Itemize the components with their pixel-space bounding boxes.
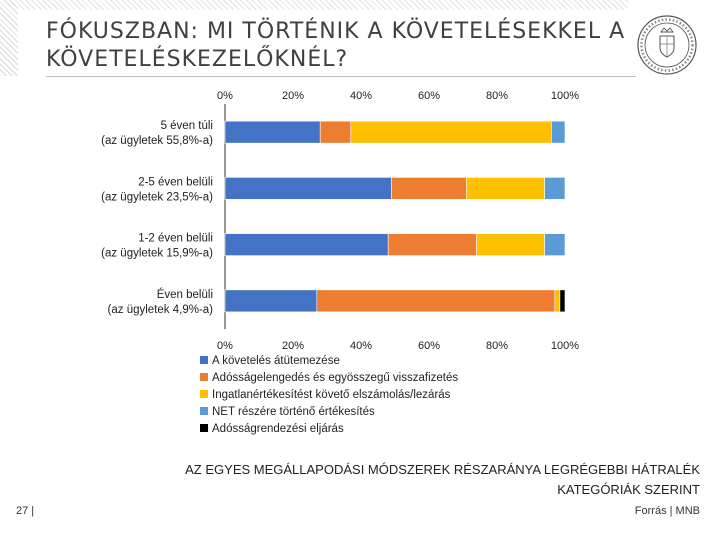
chart-caption: AZ EGYES MEGÁLLAPODÁSI MÓDSZEREK RÉSZARÁ… — [100, 460, 700, 500]
x-tick-label-top: 80% — [486, 90, 508, 102]
x-tick-label-bottom: 80% — [486, 340, 508, 352]
x-tick-label-bottom: 60% — [418, 340, 440, 352]
legend-swatch — [200, 407, 208, 415]
caption-line-1: AZ EGYES MEGÁLLAPODÁSI MÓDSZEREK RÉSZARÁ… — [185, 462, 700, 477]
bar-segment — [544, 233, 566, 256]
bar-segment — [224, 177, 392, 200]
category-label: 1-2 éven belüli — [138, 233, 213, 245]
x-tick-label-bottom: 0% — [217, 340, 233, 352]
legend-swatch — [200, 390, 208, 398]
category-label: Éven belüli — [157, 288, 213, 301]
caption-line-2: KATEGÓRIÁK SZERINT — [557, 482, 700, 497]
category-label: 5 éven túli — [161, 120, 213, 132]
x-tick-label-bottom: 40% — [350, 340, 372, 352]
legend-swatch — [200, 373, 208, 381]
bar-segment — [387, 233, 477, 256]
legend-label: Ingatlanértékesítést követő elszámolás/l… — [212, 389, 451, 401]
category-sublabel: (az ügyletek 15,9%-a) — [101, 248, 213, 260]
category-sublabel: (az ügyletek 4,9%-a) — [108, 304, 214, 316]
bar-segment — [316, 289, 556, 313]
x-tick-label-top: 60% — [418, 90, 440, 102]
bar-segment — [559, 289, 566, 313]
bar-segment — [466, 177, 545, 200]
bar-segment — [554, 289, 561, 313]
legend-swatch — [200, 356, 208, 364]
bar-segment — [544, 177, 566, 200]
source-note: Forrás | MNB — [634, 505, 700, 517]
bar-segment — [319, 120, 352, 144]
x-tick-label-top: 0% — [217, 90, 233, 102]
category-sublabel: (az ügyletek 23,5%-a) — [101, 191, 213, 203]
decorative-hatch-top — [18, 0, 628, 10]
decorative-hatch — [0, 0, 18, 76]
bar-segment — [350, 120, 552, 144]
slide-title: FÓKUSZBAN: MI TÖRTÉNIK A KÖVETELÉSEKKEL … — [46, 19, 626, 72]
bar-segment — [224, 120, 321, 144]
legend-label: A követelés átütemezése — [212, 355, 340, 367]
bar-segment — [224, 289, 318, 313]
legend-swatch — [200, 424, 208, 432]
legend-label: Adósságrendezési eljárás — [212, 423, 344, 435]
stacked-bar-chart: 0% 0% 20% 20% 40% 40% 60% 60% 80% 80% 100% 100% 5 év… — [101, 90, 579, 435]
page-number: 27 | — [16, 505, 35, 517]
bar-segment — [551, 120, 566, 144]
legend-label: Adósságelengedés és egyösszegű visszafiz… — [212, 372, 458, 384]
title-divider — [46, 76, 636, 77]
x-tick-label-bottom: 100% — [551, 340, 579, 352]
legend-label: NET részére történő értékesítés — [212, 406, 375, 418]
bar-segment — [391, 177, 467, 200]
bar-segment — [476, 233, 545, 256]
category-label: 2-5 éven belüli — [138, 176, 213, 188]
bar-segment — [224, 233, 389, 256]
x-tick-label-top: 100% — [551, 90, 579, 102]
x-tick-label-top: 40% — [350, 90, 372, 102]
category-sublabel: (az ügyletek 55,8%-a) — [101, 135, 213, 147]
x-tick-label-bottom: 20% — [282, 340, 304, 352]
x-tick-label-top: 20% — [282, 90, 304, 102]
mnb-seal-icon — [637, 15, 697, 75]
